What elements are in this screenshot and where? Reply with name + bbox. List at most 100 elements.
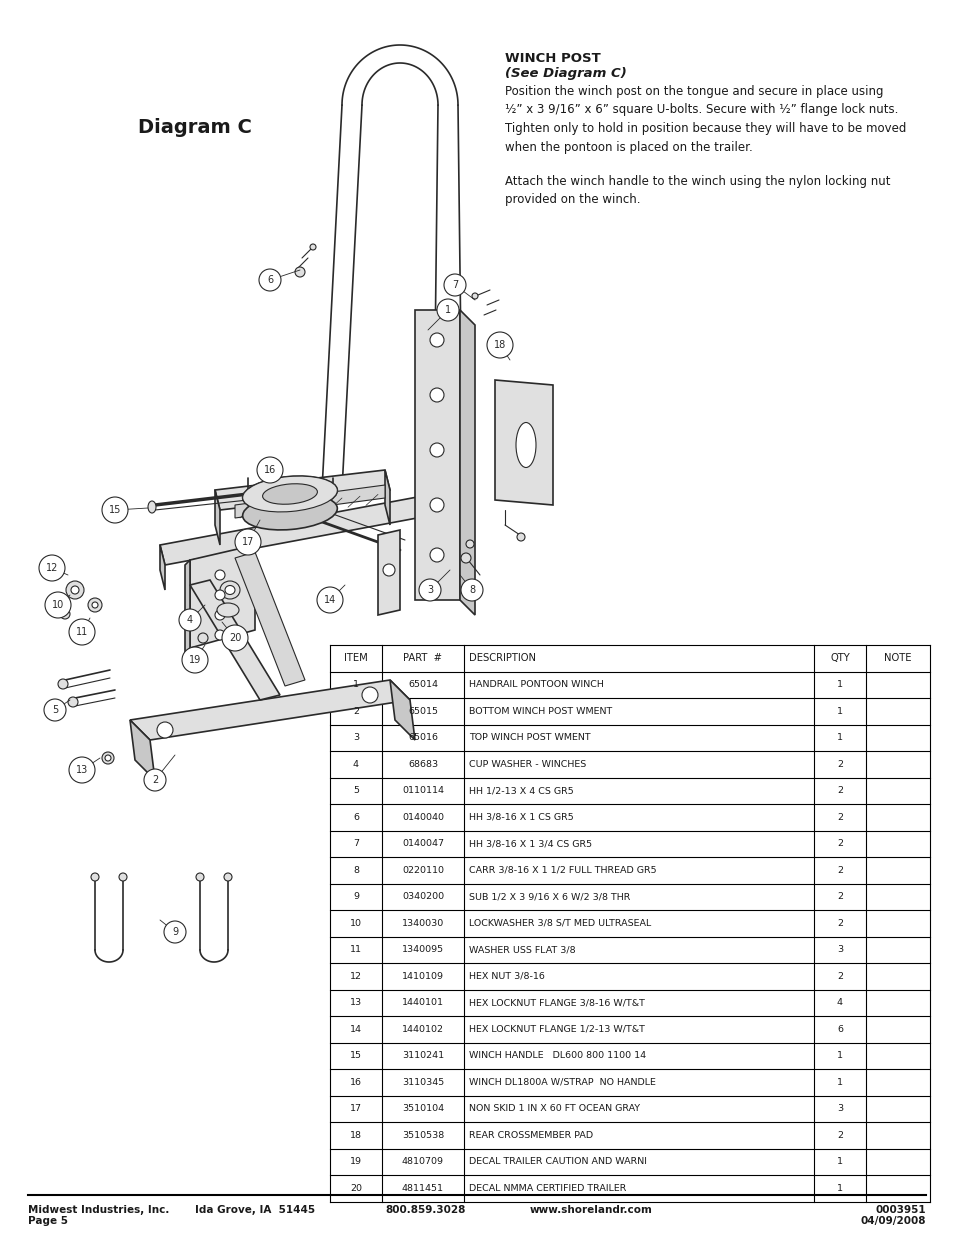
Polygon shape (185, 559, 190, 653)
Text: 65014: 65014 (408, 680, 437, 689)
Polygon shape (385, 471, 390, 525)
Text: 0110114: 0110114 (401, 787, 443, 795)
Text: 9: 9 (353, 892, 358, 902)
Ellipse shape (452, 520, 463, 525)
Text: 6: 6 (267, 275, 273, 285)
Text: 4: 4 (836, 998, 842, 1008)
Polygon shape (190, 580, 280, 700)
Polygon shape (130, 680, 410, 740)
Polygon shape (130, 720, 154, 781)
Circle shape (430, 333, 443, 347)
Polygon shape (455, 490, 459, 535)
Text: Page 5: Page 5 (28, 1216, 68, 1226)
Text: 14: 14 (323, 595, 335, 605)
Text: 15: 15 (109, 505, 121, 515)
Text: 19: 19 (189, 655, 201, 664)
Text: 2: 2 (836, 840, 842, 848)
Text: 0340200: 0340200 (401, 892, 443, 902)
Text: Position the winch post on the tongue and secure in place using
½” x 3 9/16” x 6: Position the winch post on the tongue an… (504, 85, 905, 153)
Circle shape (316, 587, 343, 613)
Text: 8: 8 (353, 866, 358, 874)
Circle shape (182, 647, 208, 673)
Text: 0140047: 0140047 (401, 840, 443, 848)
Text: 16: 16 (264, 466, 275, 475)
Text: 3: 3 (427, 585, 433, 595)
Circle shape (45, 592, 71, 618)
Circle shape (164, 921, 186, 944)
Circle shape (430, 548, 443, 562)
Circle shape (361, 687, 377, 703)
Text: 1340030: 1340030 (401, 919, 444, 927)
Circle shape (119, 873, 127, 881)
Text: 04/09/2008: 04/09/2008 (860, 1216, 925, 1226)
Circle shape (198, 634, 208, 643)
Circle shape (44, 699, 66, 721)
Text: WINCH DL1800A W/STRAP  NO HANDLE: WINCH DL1800A W/STRAP NO HANDLE (469, 1078, 656, 1087)
Text: 2: 2 (836, 787, 842, 795)
Text: 3: 3 (836, 945, 842, 955)
Text: 20: 20 (350, 1184, 361, 1193)
Circle shape (234, 529, 261, 555)
Text: 0220110: 0220110 (401, 866, 443, 874)
Text: 1: 1 (836, 1184, 842, 1193)
Text: 5: 5 (353, 787, 358, 795)
Circle shape (465, 540, 474, 548)
Text: 13: 13 (76, 764, 88, 776)
Circle shape (91, 873, 99, 881)
Text: 12: 12 (46, 563, 58, 573)
Text: WASHER USS FLAT 3/8: WASHER USS FLAT 3/8 (469, 945, 575, 955)
Circle shape (436, 299, 458, 321)
Circle shape (66, 580, 84, 599)
Text: 2: 2 (836, 813, 842, 821)
Ellipse shape (516, 422, 536, 468)
Circle shape (88, 598, 102, 613)
Text: 4: 4 (353, 760, 358, 768)
Circle shape (71, 585, 79, 594)
Circle shape (102, 496, 128, 522)
Circle shape (486, 332, 513, 358)
Polygon shape (160, 490, 459, 564)
Text: DECAL NMMA CERTIFIED TRAILER: DECAL NMMA CERTIFIED TRAILER (469, 1184, 626, 1193)
Circle shape (382, 564, 395, 576)
Text: 800.859.3028: 800.859.3028 (385, 1205, 465, 1215)
Text: 1: 1 (836, 734, 842, 742)
Text: WINCH HANDLE   DL600 800 1100 14: WINCH HANDLE DL600 800 1100 14 (469, 1051, 645, 1061)
Circle shape (214, 571, 225, 580)
Text: 11: 11 (350, 945, 361, 955)
Text: NON SKID 1 IN X 60 FT OCEAN GRAY: NON SKID 1 IN X 60 FT OCEAN GRAY (469, 1104, 639, 1113)
Text: HANDRAIL PONTOON WINCH: HANDRAIL PONTOON WINCH (469, 680, 603, 689)
Text: 3510104: 3510104 (401, 1104, 443, 1113)
Ellipse shape (322, 488, 341, 496)
Text: 19: 19 (350, 1157, 361, 1166)
Text: QTY: QTY (829, 653, 849, 663)
Text: 14: 14 (350, 1025, 361, 1034)
Text: 65015: 65015 (408, 706, 437, 716)
Text: 4: 4 (187, 615, 193, 625)
Circle shape (256, 457, 283, 483)
Text: HH 1/2-13 X 4 CS GR5: HH 1/2-13 X 4 CS GR5 (469, 787, 573, 795)
Circle shape (179, 609, 201, 631)
Text: 8: 8 (469, 585, 475, 595)
Polygon shape (377, 530, 399, 615)
Text: 12: 12 (350, 972, 361, 981)
Text: Attach the winch handle to the winch using the nylon locking nut
provided on the: Attach the winch handle to the winch usi… (504, 175, 889, 206)
Polygon shape (390, 680, 415, 740)
Ellipse shape (148, 501, 156, 513)
Circle shape (68, 697, 78, 706)
Text: CARR 3/8-16 X 1 1/2 FULL THREAD GR5: CARR 3/8-16 X 1 1/2 FULL THREAD GR5 (469, 866, 656, 874)
Ellipse shape (220, 580, 240, 599)
Text: 7: 7 (353, 840, 358, 848)
Text: 1410109: 1410109 (401, 972, 443, 981)
Polygon shape (234, 485, 385, 517)
Circle shape (517, 534, 524, 541)
Text: 15: 15 (350, 1051, 361, 1061)
Text: 1440101: 1440101 (401, 998, 443, 1008)
Circle shape (144, 769, 166, 790)
Text: 1: 1 (836, 1051, 842, 1061)
Text: 4811451: 4811451 (401, 1184, 443, 1193)
Circle shape (214, 590, 225, 600)
Polygon shape (160, 545, 165, 590)
Text: 6: 6 (353, 813, 358, 821)
Circle shape (195, 873, 204, 881)
Text: 3110345: 3110345 (401, 1078, 444, 1087)
